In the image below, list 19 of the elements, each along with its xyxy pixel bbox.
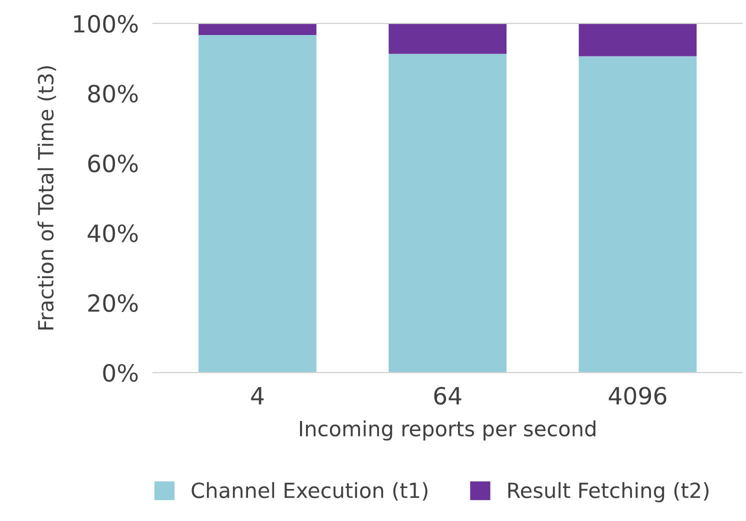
y-tick-label: 40% [88, 224, 138, 242]
y-tick-label: 0% [103, 364, 138, 382]
y-axis-title: Fraction of Total Time (t3) [37, 66, 56, 330]
bar [388, 23, 507, 54]
y-tick-label: 100% [74, 14, 138, 33]
x-tick-label: 4096 [608, 386, 666, 405]
legend-label: Channel Execution (t1) [192, 482, 428, 501]
x-axis-title: Incoming reports per second [300, 420, 596, 441]
bar [578, 56, 697, 373]
y-tick-label: 60% [88, 154, 138, 172]
bar [578, 23, 697, 56]
x-tick-label: 64 [434, 386, 462, 405]
bar [198, 34, 316, 373]
y-tick-label: 80% [88, 84, 138, 103]
x-tick-label: 4 [251, 387, 264, 404]
bar [198, 23, 316, 35]
bar [388, 54, 507, 373]
y-tick-label: 20% [88, 294, 138, 312]
legend-label: Result Fetching (t2) [508, 482, 708, 502]
